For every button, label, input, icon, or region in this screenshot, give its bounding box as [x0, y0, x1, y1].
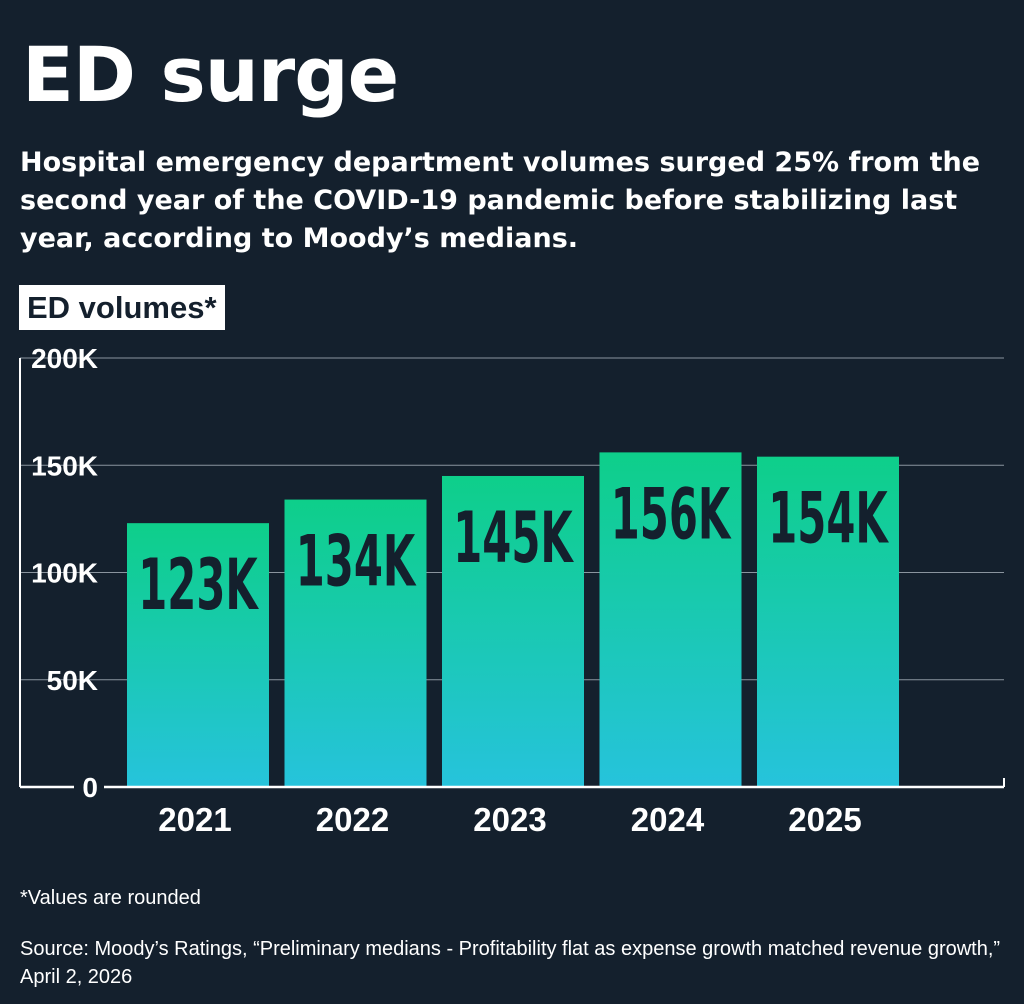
bar-2023 — [442, 475, 584, 787]
x-tick-label: 2025 — [788, 801, 861, 838]
bars: 123K 134K 145K 156K 154K — [127, 452, 899, 787]
source-note: Source: Moody’s Ratings, “Preliminary me… — [20, 938, 1001, 988]
chart-subtitle: Hospital emergency department volumes su… — [20, 147, 981, 254]
y-tick-label: 0 — [82, 772, 98, 803]
x-tick-label: 2021 — [158, 801, 231, 838]
bar-2022 — [284, 499, 427, 787]
bar-chart: 123K 134K 145K 156K 154K 0 50K 100K 150K 200K 202… — [19, 343, 1005, 838]
y-tick-label: 200K — [31, 343, 98, 374]
y-tick-label: 50K — [47, 665, 98, 696]
axes: 0 50K 100K 150K 200K 2021 2022 2023 2024 2025 — [19, 343, 1005, 838]
bar-data-label: 145K — [453, 496, 574, 579]
bar-data-label: 156K — [611, 473, 732, 556]
chart-title: ED surge — [22, 30, 399, 119]
footnote: *Values are rounded — [20, 887, 201, 909]
bar-2025 — [757, 456, 899, 787]
x-tick-label: 2022 — [316, 801, 389, 838]
y-tick-label: 150K — [31, 450, 98, 481]
bar-data-label: 154K — [768, 477, 889, 560]
bar-2021 — [127, 523, 269, 787]
x-tick-label: 2023 — [473, 801, 546, 838]
y-axis-label: ED volumes* — [19, 285, 225, 330]
x-tick-label: 2024 — [631, 801, 705, 838]
bar-data-label: 123K — [138, 543, 259, 626]
y-tick-label: 100K — [31, 558, 98, 589]
bar-2024 — [599, 452, 742, 787]
bar-data-label: 134K — [296, 520, 417, 603]
